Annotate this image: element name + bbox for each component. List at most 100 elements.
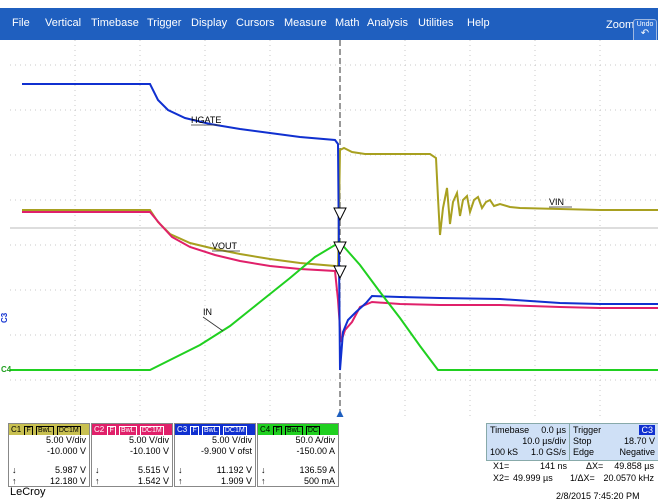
inv-dx-value: 20.0570 kHz [603,473,654,483]
arrow-down-icon: ↓ [178,465,183,475]
cursor-readout: X1= 141 ns ΔX= 49.858 µs X2= 49.999 µs 1… [486,460,658,488]
x1-label: X1= [493,461,510,471]
menu-measure[interactable]: Measure [284,17,327,29]
channel-header: C4 F BwL DC [258,424,338,435]
channel-offset: -10.100 V [129,446,169,456]
vin-label: VIN [549,197,564,207]
trigger-label: Trigger [573,425,602,435]
in-label-leader [202,316,224,332]
channel-vdiv: 5.00 V/div [128,435,169,445]
menu-display[interactable]: Display [191,17,228,29]
timestamp: 2/8/2015 7:45:20 PM [556,491,640,501]
channel-value-1: ↓ 5.987 V [9,465,89,476]
menu-timebase[interactable]: Timebase [91,17,139,29]
trigger-type: Edge [573,447,595,457]
channel-value-1: ↓ 5.515 V [92,465,172,476]
menu-cursors[interactable]: Cursors [236,17,275,29]
timebase-rate: 1.0 GS/s [530,447,566,457]
waveform-display[interactable]: HGATE VIN VOUT IN C3 C4 [0,40,658,418]
channel-name: C3 [177,425,188,434]
x2-value: 49.999 µs [513,473,553,483]
menu-trigger[interactable]: Trigger [147,17,182,29]
menu-vertical[interactable]: Vertical [45,17,82,29]
channel-value-2: ↑ 500 mA [258,476,338,487]
channel-descriptor-c3[interactable]: C3 F BwL DC1M 5.00 V/div -9.900 V ofst ↓… [174,423,256,487]
channel-value-2: ↑ 12.180 V [9,476,89,487]
channel-tag: F [24,426,33,435]
channel-tag: DC1M [139,426,164,435]
cursor-marker-3 [333,265,347,280]
channel-tag: BwL [35,426,54,435]
menu-utilities[interactable]: Utilities [418,17,454,29]
inv-dx-label: 1/ΔX= [570,473,595,483]
cursor-marker-1 [333,207,347,222]
trigger-descriptor[interactable]: Trigger C3 Stop 18.70 V Edge Negative [569,423,658,461]
timebase-descriptor[interactable]: Timebase 0.0 µs 10.0 µs/div 100 kS 1.0 G… [486,423,570,461]
c4-ground-marker: C4 [1,365,12,374]
channel-tag: DC1M [222,426,247,435]
menu-file[interactable]: File [12,17,30,29]
channel-value-2: ↑ 1.542 V [92,476,172,487]
c3-ground-marker: C3 [0,312,9,323]
channel-header: C3 F BwL DC1M [175,424,255,435]
in-label: IN [203,307,212,317]
c4-in-trace [10,240,658,371]
zoom-button[interactable]: Zoom [606,19,635,31]
x1-value: 141 ns [540,461,568,471]
channel-header: C1 F BwL DC1M [9,424,89,435]
channel-tag: F [273,426,282,435]
channel-header: C2 F BwL DC1M [92,424,172,435]
channel-name: C2 [94,425,105,434]
channel-offset: -10.000 V [46,446,86,456]
arrow-up-icon: ↑ [95,476,100,486]
channel-tag: BwL [284,426,303,435]
trigger-slope: Negative [619,447,655,457]
dx-label: ΔX= [586,461,604,471]
trigger-mode: Stop [573,436,592,446]
arrow-up-icon: ↑ [261,476,266,486]
channel-descriptor-c4[interactable]: C4 F BwL DC 50.0 A/div -150.00 A ↓ 136.59… [257,423,339,487]
channel-tag: BwL [118,426,137,435]
channel-descriptor-c1[interactable]: C1 F BwL DC1M 5.00 V/div -10.000 V ↓ 5.98… [8,423,90,487]
vout-label: VOUT [212,241,238,251]
hgate-label: HGATE [191,115,221,125]
cursor-marker-2 [333,241,347,256]
c1-vin-trace [22,146,658,273]
arrow-down-icon: ↓ [261,465,266,475]
channel-tag: F [107,426,116,435]
value-text: 1.909 V [220,476,252,486]
x2-label: X2= [493,473,510,483]
undo-label: Undo [636,21,654,28]
value-text: 500 mA [303,476,335,486]
menu-bar: File Vertical Timebase Trigger Display C… [0,8,658,43]
timebase-delay: 0.0 µs [541,425,566,435]
arrow-up-icon: ↑ [12,476,17,486]
grid-lines [10,40,658,417]
channel-tag: BwL [201,426,220,435]
undo-button[interactable]: Undo ↶ [633,19,657,43]
trigger-position-marker [336,410,344,418]
arrow-down-icon: ↓ [95,465,100,475]
waveform-grid: HGATE VIN VOUT IN C3 C4 [0,40,658,418]
value-text: 5.987 V [54,465,86,475]
menu-analysis[interactable]: Analysis [367,17,408,29]
trigger-source: C3 [639,425,655,435]
arrow-down-icon: ↓ [12,465,17,475]
timebase-samples: 100 kS [490,447,519,457]
menu-math[interactable]: Math [335,17,360,29]
channel-tag: DC [305,426,320,435]
undo-icon: ↶ [640,28,650,39]
value-text: 11.192 V [216,465,252,475]
value-text: 5.515 V [137,465,169,475]
channel-vdiv: 5.00 V/div [211,435,252,445]
dx-value: 49.858 µs [614,461,654,471]
value-text: 136.59 A [299,465,335,475]
channel-descriptor-c2[interactable]: C2 F BwL DC1M 5.00 V/div -10.100 V ↓ 5.51… [91,423,173,487]
channel-value-1: ↓ 11.192 V [175,465,255,476]
channel-vdiv: 50.0 A/div [295,435,335,445]
menu-help[interactable]: Help [467,17,490,29]
channel-value-1: ↓ 136.59 A [258,465,338,476]
channel-offset: -150.00 A [296,446,335,456]
channel-tag: F [190,426,199,435]
trigger-level: 18.70 V [623,436,655,446]
